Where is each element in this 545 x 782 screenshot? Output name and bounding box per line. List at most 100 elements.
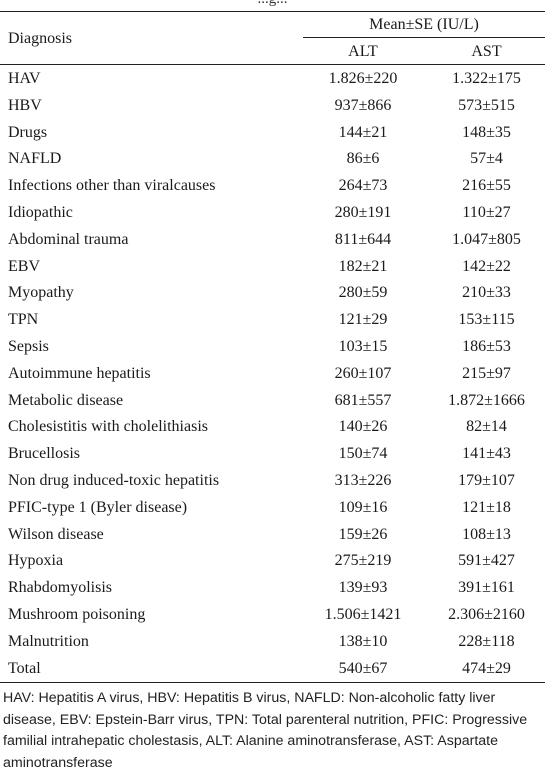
alt-cell: 139±93 xyxy=(338,579,388,597)
ast-cell: 148±35 xyxy=(462,123,511,141)
ast-cell: 121±18 xyxy=(462,498,511,516)
alt-cell: 150±74 xyxy=(338,445,388,463)
alt-cell: 937±866 xyxy=(334,96,392,114)
ast-cell: 215±97 xyxy=(462,364,511,382)
diagnosis-cell: Rhabdomyolisis xyxy=(8,579,113,597)
alt-cell: 313±226 xyxy=(334,471,392,489)
header-alt: ALT xyxy=(348,43,378,60)
diagnosis-cell: Drugs xyxy=(8,123,48,141)
diagnosis-cell: Cholesistitis with cholelithiasis xyxy=(8,418,208,436)
diagnosis-cell: Autoimmune hepatitis xyxy=(8,364,151,382)
diagnosis-cell: PFIC-type 1 (Byler disease) xyxy=(8,498,188,516)
table-footnote: HAV: Hepatitis A virus, HBV: Hepatitis B… xyxy=(3,690,528,771)
table-row: Cholesistitis with cholelithiasis 140±26 8… xyxy=(0,414,545,441)
header-diagnosis: Diagnosis xyxy=(8,30,72,47)
ast-cell: 1.047±805 xyxy=(452,230,521,248)
ast-cell: 57±4 xyxy=(470,150,503,168)
ast-cell: 153±115 xyxy=(458,311,515,329)
table-row: Infections other than viralcauses 264±73 2… xyxy=(0,173,545,200)
alt-cell: 1.506±1421 xyxy=(324,605,402,623)
table-row: HBV 937±866 573±515 xyxy=(0,93,545,120)
ast-cell: 110±27 xyxy=(462,203,511,221)
diagnosis-cell: Brucellosis xyxy=(8,445,80,463)
diagnosis-cell: Non drug induced-toxic hepatitis xyxy=(8,471,220,489)
diagnosis-cell: Total xyxy=(8,659,41,677)
ast-cell: 82±14 xyxy=(466,418,507,436)
cropped-caption: ...g... xyxy=(0,0,545,12)
diagnosis-cell: Metabolic disease xyxy=(8,391,124,409)
table-body: HAV 1.826±220 1.322±175 HBV 937±866 573±515 Dr… xyxy=(0,66,545,682)
table-bottom-rule xyxy=(0,682,545,683)
ast-cell: 1.322±175 xyxy=(452,70,521,87)
ast-cell: 108±13 xyxy=(462,525,511,543)
table-row: Idiopathic 280±191 110±27 xyxy=(0,200,545,227)
ast-cell: 591±427 xyxy=(458,552,515,570)
alt-cell: 121±29 xyxy=(338,311,388,329)
diagnosis-cell: Malnutrition xyxy=(8,632,89,650)
table-row: Sepsis 103±15 186±53 xyxy=(0,334,545,361)
ast-cell: 210±33 xyxy=(462,284,511,302)
table-row: Autoimmune hepatitis 260±107 215±97 xyxy=(0,361,545,388)
diagnosis-cell: Abdominal trauma xyxy=(8,230,129,248)
cropped-caption-text: ...g... xyxy=(0,0,545,8)
diagnosis-cell: Idiopathic xyxy=(8,203,73,221)
alt-cell: 182±21 xyxy=(338,257,388,275)
alt-cell: 280±59 xyxy=(338,284,388,302)
alt-cell: 1.826±220 xyxy=(328,70,398,87)
table-row: Abdominal trauma 811±644 1.047±805 xyxy=(0,227,545,254)
ast-cell: 1.872±1666 xyxy=(448,391,525,409)
ast-cell: 228±118 xyxy=(458,632,515,650)
diagnosis-cell: NAFLD xyxy=(8,150,62,168)
table-row: PFIC-type 1 (Byler disease) 109±16 121±18 xyxy=(0,495,545,522)
alt-cell: 144±21 xyxy=(338,123,388,141)
table-row: Myopathy 280±59 210±33 xyxy=(0,280,545,307)
header-group-rule xyxy=(303,37,545,38)
alt-cell: 264±73 xyxy=(338,177,388,195)
diagnosis-cell: Infections other than viralcauses xyxy=(8,177,216,195)
alt-cell: 103±15 xyxy=(338,337,388,355)
table-row: EBV 182±21 142±22 xyxy=(0,254,545,281)
table-row: Total 540±67 474±29 xyxy=(0,656,545,683)
table-row: Malnutrition 138±10 228±118 xyxy=(0,629,545,656)
diagnosis-cell: EBV xyxy=(8,257,40,275)
alt-cell: 138±10 xyxy=(338,632,388,650)
table-row: Rhabdomyolisis 139±93 391±161 xyxy=(0,575,545,602)
table-row: Drugs 144±21 148±35 xyxy=(0,120,545,147)
table-row: HAV 1.826±220 1.322±175 xyxy=(0,66,545,93)
diagnosis-cell: Myopathy xyxy=(8,284,74,302)
ast-cell: 141±43 xyxy=(462,445,511,463)
ast-cell: 391±161 xyxy=(458,579,515,597)
diagnosis-cell: HBV xyxy=(8,96,42,114)
table-row: Wilson disease 159±26 108±13 xyxy=(0,522,545,549)
table-row: NAFLD 86±6 57±4 xyxy=(0,146,545,173)
ast-cell: 142±22 xyxy=(462,257,511,275)
table-row: Mushroom poisoning 1.506±1421 2.306±2160 xyxy=(0,602,545,629)
diagnosis-cell: HAV xyxy=(8,70,41,87)
table-row: Non drug induced-toxic hepatitis 313±226 1… xyxy=(0,468,545,495)
table-top-rule xyxy=(0,11,545,12)
header-bottom-rule xyxy=(0,64,545,65)
ast-cell: 216±55 xyxy=(462,177,511,195)
alt-cell: 109±16 xyxy=(338,498,388,516)
alt-cell: 260±107 xyxy=(334,364,392,382)
alt-cell: 811±644 xyxy=(334,230,392,248)
ast-cell: 2.306±2160 xyxy=(448,605,525,623)
alt-cell: 140±26 xyxy=(338,418,388,436)
table-row: Hypoxia 275±219 591±427 xyxy=(0,548,545,575)
alt-cell: 275±219 xyxy=(334,552,392,570)
ast-cell: 573±515 xyxy=(458,96,515,114)
diagnosis-cell: TPN xyxy=(8,311,39,329)
header-mean-se-group: Mean±SE (IU/L) xyxy=(369,16,479,33)
ast-cell: 474±29 xyxy=(462,659,511,677)
diagnosis-cell: Wilson disease xyxy=(8,525,104,543)
diagnosis-cell: Mushroom poisoning xyxy=(8,605,146,623)
table-row: TPN 121±29 153±115 xyxy=(0,307,545,334)
table-row: Brucellosis 150±74 141±43 xyxy=(0,441,545,468)
alt-cell: 681±557 xyxy=(334,391,392,409)
ast-cell: 179±107 xyxy=(458,471,515,489)
alt-cell: 86±6 xyxy=(346,150,380,168)
header-ast: AST xyxy=(471,43,502,60)
alt-cell: 159±26 xyxy=(338,525,388,543)
alt-cell: 540±67 xyxy=(338,659,388,677)
diagnosis-cell: Sepsis xyxy=(8,337,49,355)
